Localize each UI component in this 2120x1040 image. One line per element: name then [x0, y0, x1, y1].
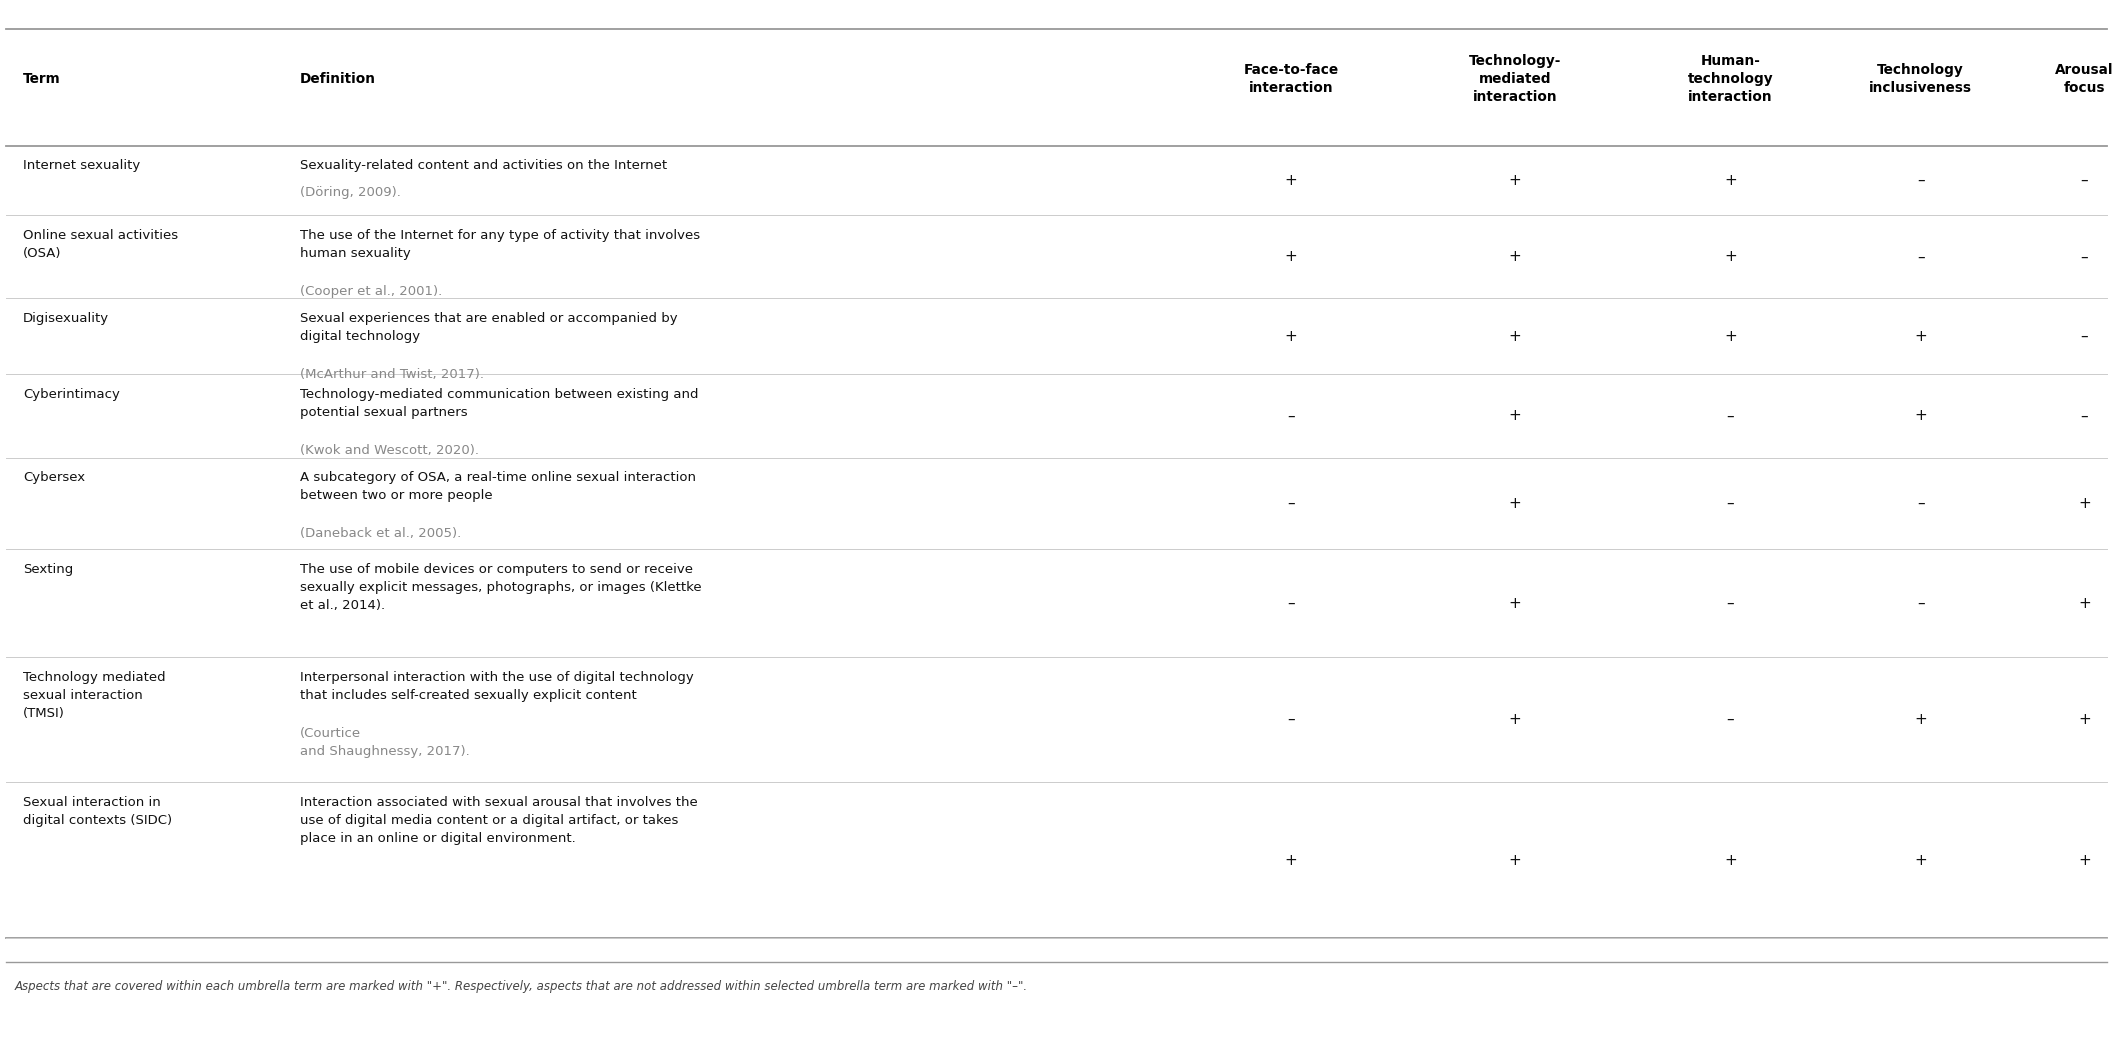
Text: +: + — [1509, 853, 1522, 867]
Text: Sexuality-related content and activities on the Internet: Sexuality-related content and activities… — [301, 159, 668, 173]
Text: +: + — [1724, 173, 1736, 188]
Text: (Döring, 2009).: (Döring, 2009). — [301, 186, 401, 200]
Text: Term: Term — [23, 72, 61, 86]
Text: Definition: Definition — [301, 72, 375, 86]
Text: –: – — [1287, 496, 1295, 511]
Text: +: + — [2078, 712, 2090, 727]
Text: –: – — [1916, 496, 1925, 511]
Text: –: – — [1287, 596, 1295, 610]
Text: Cyberintimacy: Cyberintimacy — [23, 388, 121, 401]
Text: Sexual experiences that are enabled or accompanied by
digital technology: Sexual experiences that are enabled or a… — [301, 312, 678, 343]
Text: +: + — [1509, 173, 1522, 188]
Text: +: + — [1285, 250, 1297, 264]
Text: Face-to-face
interaction: Face-to-face interaction — [1244, 62, 1338, 96]
Text: Internet sexuality: Internet sexuality — [23, 159, 140, 173]
Text: –: – — [1916, 250, 1925, 264]
Text: +: + — [1914, 853, 1927, 867]
Text: Online sexual activities
(OSA): Online sexual activities (OSA) — [23, 229, 178, 260]
Text: Arousal
focus: Arousal focus — [2054, 62, 2114, 96]
Text: The use of mobile devices or computers to send or receive
sexually explicit mess: The use of mobile devices or computers t… — [301, 563, 702, 612]
Text: –: – — [1916, 596, 1925, 610]
Text: Technology-mediated communication between existing and
potential sexual partners: Technology-mediated communication betwee… — [301, 388, 697, 419]
Text: –: – — [2080, 250, 2088, 264]
Text: Sexting: Sexting — [23, 563, 74, 576]
Text: Digisexuality: Digisexuality — [23, 312, 110, 326]
Text: (Daneback et al., 2005).: (Daneback et al., 2005). — [301, 527, 462, 541]
Text: +: + — [1285, 173, 1297, 188]
Text: Cybersex: Cybersex — [23, 471, 85, 485]
Text: +: + — [1509, 250, 1522, 264]
Text: –: – — [1287, 409, 1295, 423]
Text: +: + — [1285, 329, 1297, 344]
Text: Technology-
mediated
interaction: Technology- mediated interaction — [1469, 54, 1560, 104]
Text: (Cooper et al., 2001).: (Cooper et al., 2001). — [301, 285, 443, 298]
Text: Technology mediated
sexual interaction
(TMSI): Technology mediated sexual interaction (… — [23, 671, 165, 720]
Text: Technology
inclusiveness: Technology inclusiveness — [1870, 62, 1972, 96]
Text: +: + — [1914, 712, 1927, 727]
Text: –: – — [2080, 329, 2088, 344]
Text: +: + — [1509, 712, 1522, 727]
Text: –: – — [1287, 712, 1295, 727]
Text: –: – — [1726, 596, 1734, 610]
Text: +: + — [1285, 853, 1297, 867]
Text: –: – — [2080, 409, 2088, 423]
Text: Aspects that are covered within each umbrella term are marked with "+". Respecti: Aspects that are covered within each umb… — [15, 980, 1028, 992]
Text: +: + — [1509, 329, 1522, 344]
Text: +: + — [2078, 853, 2090, 867]
Text: +: + — [2078, 496, 2090, 511]
Text: –: – — [2080, 173, 2088, 188]
Text: (Courtice
and Shaughnessy, 2017).: (Courtice and Shaughnessy, 2017). — [301, 727, 471, 758]
Text: –: – — [1726, 712, 1734, 727]
Text: (Kwok and Wescott, 2020).: (Kwok and Wescott, 2020). — [301, 444, 479, 458]
Text: +: + — [1509, 496, 1522, 511]
Text: +: + — [1724, 329, 1736, 344]
Text: A subcategory of OSA, a real-time online sexual interaction
between two or more : A subcategory of OSA, a real-time online… — [301, 471, 695, 502]
Text: +: + — [1509, 409, 1522, 423]
Text: +: + — [1724, 853, 1736, 867]
Text: +: + — [1509, 596, 1522, 610]
Text: +: + — [1914, 409, 1927, 423]
Text: The use of the Internet for any type of activity that involves
human sexuality: The use of the Internet for any type of … — [301, 229, 700, 260]
Text: +: + — [1724, 250, 1736, 264]
Text: +: + — [2078, 596, 2090, 610]
Text: +: + — [1914, 329, 1927, 344]
Text: –: – — [1726, 409, 1734, 423]
Text: –: – — [1916, 173, 1925, 188]
Text: Sexual interaction in
digital contexts (SIDC): Sexual interaction in digital contexts (… — [23, 796, 172, 827]
Text: Interaction associated with sexual arousal that involves the
use of digital medi: Interaction associated with sexual arous… — [301, 796, 697, 844]
Text: Interpersonal interaction with the use of digital technology
that includes self-: Interpersonal interaction with the use o… — [301, 671, 693, 702]
Text: –: – — [1726, 496, 1734, 511]
Text: (McArthur and Twist, 2017).: (McArthur and Twist, 2017). — [301, 368, 483, 382]
Text: Human-
technology
interaction: Human- technology interaction — [1688, 54, 1772, 104]
